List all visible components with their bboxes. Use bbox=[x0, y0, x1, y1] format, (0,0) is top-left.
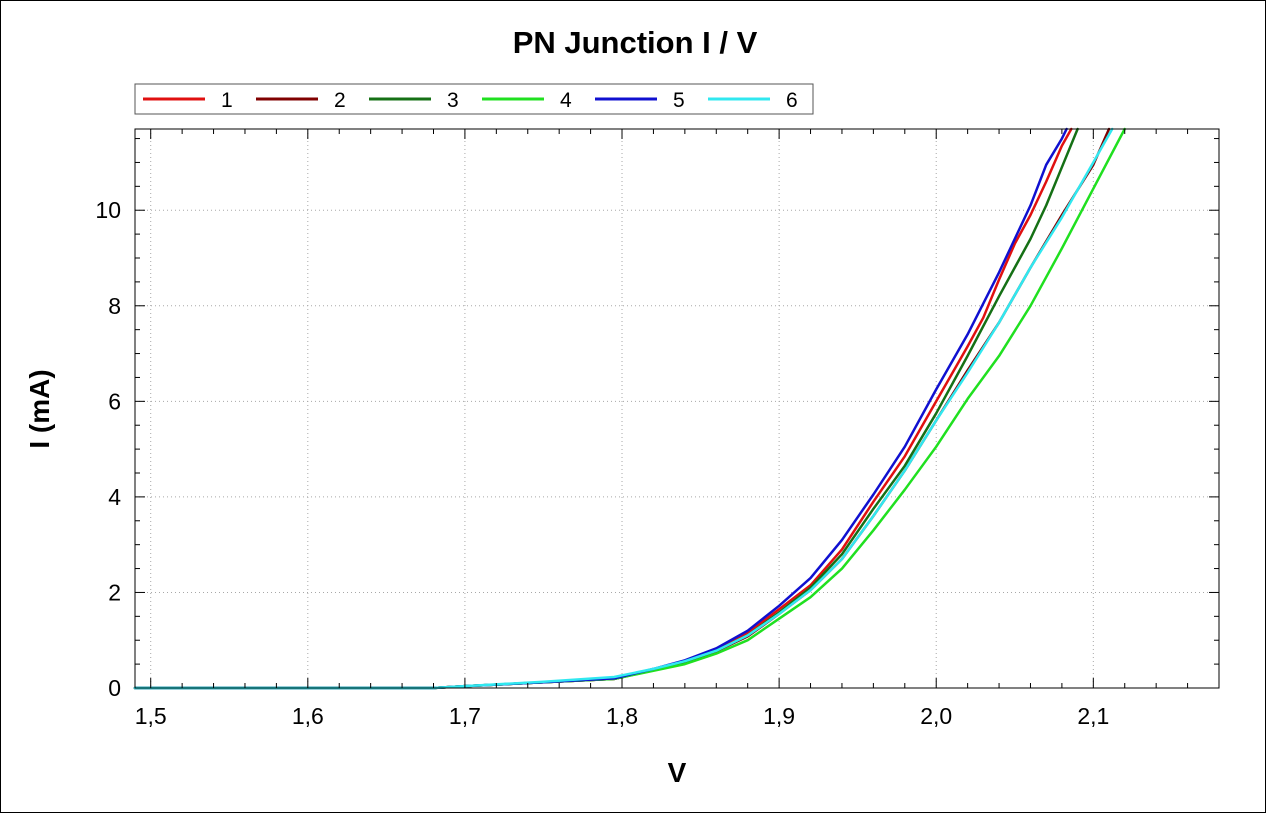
axes: 1,5 1,6 1,7 1,8 1,9 2,0 2,1 0 2 4 6 8 10 bbox=[95, 128, 1220, 729]
legend-label-1: 1 bbox=[221, 89, 233, 112]
legend-label-4: 4 bbox=[560, 89, 572, 112]
y-tick-label: 2 bbox=[108, 579, 121, 605]
grid bbox=[135, 129, 1219, 688]
x-tick-label: 1,9 bbox=[763, 703, 795, 729]
series-line-1 bbox=[133, 127, 1073, 690]
x-tick-label: 1,7 bbox=[449, 703, 481, 729]
legend-label-5: 5 bbox=[673, 89, 685, 112]
x-tick-label: 2,1 bbox=[1077, 703, 1109, 729]
x-axis-label: V bbox=[668, 757, 687, 788]
legend-label-6: 6 bbox=[786, 89, 798, 112]
series-line-2 bbox=[133, 127, 1111, 690]
y-tick-label: 6 bbox=[108, 388, 121, 414]
series-line-3 bbox=[133, 127, 1079, 690]
legend-label-3: 3 bbox=[447, 89, 459, 112]
y-tick-label: 4 bbox=[108, 484, 121, 510]
chart-title: PN Junction I / V bbox=[513, 25, 758, 60]
series-line-6 bbox=[133, 127, 1114, 690]
x-tick-label: 1,8 bbox=[606, 703, 638, 729]
series-line-5 bbox=[133, 127, 1068, 690]
x-tick-label: 1,5 bbox=[135, 703, 167, 729]
legend-label-2: 2 bbox=[334, 89, 346, 112]
y-tick-label: 10 bbox=[95, 197, 121, 223]
y-axis-label: I (mA) bbox=[24, 369, 55, 448]
x-tick-label: 1,6 bbox=[292, 703, 324, 729]
x-tick-label: 2,0 bbox=[920, 703, 952, 729]
legend-box bbox=[134, 83, 814, 115]
series-line-4 bbox=[133, 127, 1126, 690]
series-lines bbox=[133, 127, 1126, 690]
y-tick-label: 8 bbox=[108, 293, 121, 319]
plot-area-border bbox=[134, 128, 1220, 689]
y-tick-label: 0 bbox=[108, 675, 121, 701]
legend: 1 2 3 4 5 6 bbox=[134, 83, 814, 115]
